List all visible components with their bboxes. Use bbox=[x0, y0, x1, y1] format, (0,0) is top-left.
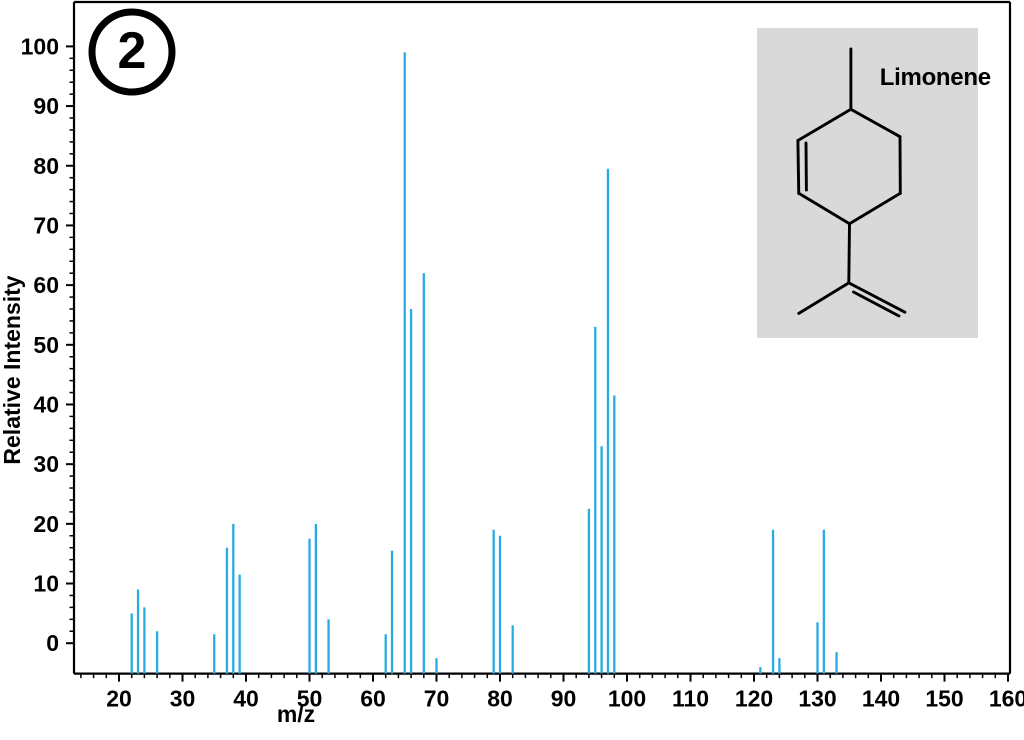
svg-text:100: 100 bbox=[608, 686, 646, 712]
svg-text:70: 70 bbox=[33, 212, 59, 238]
svg-text:90: 90 bbox=[33, 93, 59, 119]
svg-text:2: 2 bbox=[118, 22, 147, 80]
svg-text:20: 20 bbox=[106, 686, 132, 712]
svg-text:150: 150 bbox=[925, 686, 963, 712]
svg-text:30: 30 bbox=[33, 451, 59, 477]
svg-text:0: 0 bbox=[46, 630, 59, 656]
svg-text:90: 90 bbox=[551, 686, 577, 712]
svg-text:30: 30 bbox=[170, 686, 196, 712]
svg-text:50: 50 bbox=[297, 686, 323, 712]
svg-text:140: 140 bbox=[862, 686, 900, 712]
svg-text:70: 70 bbox=[424, 686, 450, 712]
svg-text:120: 120 bbox=[735, 686, 773, 712]
svg-text:60: 60 bbox=[33, 272, 59, 298]
svg-text:110: 110 bbox=[672, 686, 709, 712]
svg-text:Limonene: Limonene bbox=[880, 64, 991, 91]
svg-text:130: 130 bbox=[798, 686, 836, 712]
svg-text:40: 40 bbox=[233, 686, 259, 712]
svg-text:50: 50 bbox=[33, 332, 59, 358]
svg-text:Relative Intensity: Relative Intensity bbox=[0, 275, 25, 464]
svg-text:60: 60 bbox=[360, 686, 386, 712]
svg-text:20: 20 bbox=[33, 511, 59, 537]
svg-text:10: 10 bbox=[33, 571, 59, 597]
svg-text:80: 80 bbox=[487, 686, 513, 712]
svg-text:40: 40 bbox=[33, 391, 59, 417]
svg-text:100: 100 bbox=[21, 33, 59, 59]
svg-text:160: 160 bbox=[989, 686, 1024, 712]
svg-text:80: 80 bbox=[33, 153, 59, 179]
